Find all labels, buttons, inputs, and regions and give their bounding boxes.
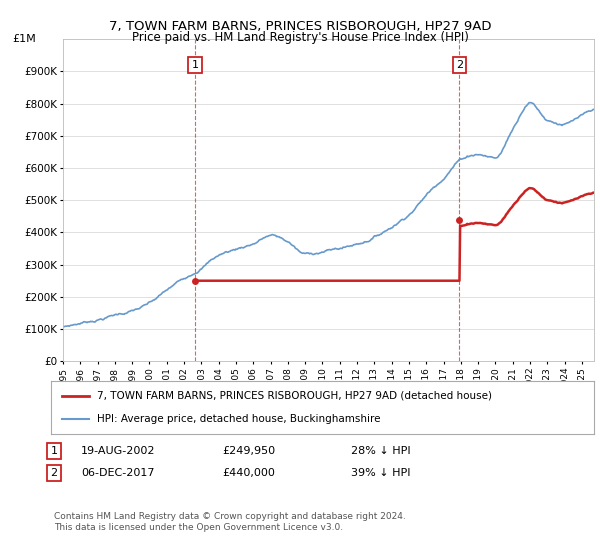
Text: £249,950: £249,950 bbox=[222, 446, 275, 456]
Text: 7, TOWN FARM BARNS, PRINCES RISBOROUGH, HP27 9AD: 7, TOWN FARM BARNS, PRINCES RISBOROUGH, … bbox=[109, 20, 491, 32]
Text: 1: 1 bbox=[191, 60, 199, 70]
Text: 19-AUG-2002: 19-AUG-2002 bbox=[81, 446, 155, 456]
Text: 2: 2 bbox=[456, 60, 463, 70]
Text: £1M: £1M bbox=[13, 34, 37, 44]
Text: HPI: Average price, detached house, Buckinghamshire: HPI: Average price, detached house, Buck… bbox=[97, 414, 380, 424]
Text: 1: 1 bbox=[50, 446, 58, 456]
Text: 06-DEC-2017: 06-DEC-2017 bbox=[81, 468, 155, 478]
Text: £440,000: £440,000 bbox=[222, 468, 275, 478]
Text: Contains HM Land Registry data © Crown copyright and database right 2024.
This d: Contains HM Land Registry data © Crown c… bbox=[54, 512, 406, 532]
Text: 28% ↓ HPI: 28% ↓ HPI bbox=[351, 446, 410, 456]
Text: 2: 2 bbox=[50, 468, 58, 478]
Text: 39% ↓ HPI: 39% ↓ HPI bbox=[351, 468, 410, 478]
Text: 7, TOWN FARM BARNS, PRINCES RISBOROUGH, HP27 9AD (detached house): 7, TOWN FARM BARNS, PRINCES RISBOROUGH, … bbox=[97, 391, 492, 401]
Text: Price paid vs. HM Land Registry's House Price Index (HPI): Price paid vs. HM Land Registry's House … bbox=[131, 31, 469, 44]
